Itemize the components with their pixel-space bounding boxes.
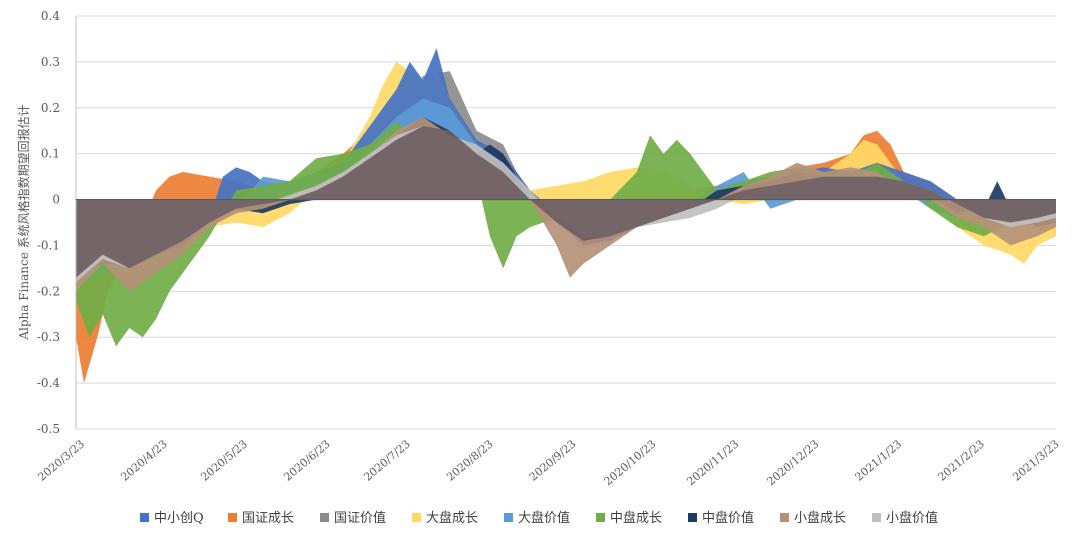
legend: 中小创Q 国证成长 国证价值 大盘成长 大盘价值 中盘成长 中盘价值 小盘成长 小盘价值 <box>140 510 938 526</box>
axes <box>75 16 1056 429</box>
legend-label-6: 中盘价值 <box>702 510 754 526</box>
legend-label-3: 大盘成长 <box>426 510 478 526</box>
legend-swatch-8 <box>872 513 881 522</box>
x-tick-label-1: 2020/4/23 <box>118 437 170 483</box>
y-tick-label-3: 0.1 <box>41 147 60 161</box>
x-tick-label-12: 2021/3/23 <box>1010 437 1062 483</box>
area-series-9 <box>76 126 1056 278</box>
legend-label-0: 中小创Q <box>154 511 204 526</box>
y-tick-label-0: 0.4 <box>41 9 60 23</box>
y-tick-label-6: -0.2 <box>37 284 60 298</box>
series-areas <box>76 48 1056 384</box>
legend-label-2: 国证价值 <box>334 510 386 526</box>
legend-swatch-0 <box>140 513 149 522</box>
y-tick-label-1: 0.3 <box>41 55 60 69</box>
y-tick-labels: 0.4 0.3 0.2 0.1 0 -0.1 -0.2 -0.3 -0.4 -0.5 <box>37 9 61 436</box>
y-axis-label: Alpha Finance 系统风格指数期望回报估计 <box>16 104 31 340</box>
x-tick-label-5: 2020/8/23 <box>444 437 496 483</box>
x-tick-label-4: 2020/7/23 <box>361 437 413 483</box>
x-tick-label-8: 2020/11/23 <box>684 437 741 488</box>
y-tick-label-2: 0.2 <box>41 101 60 115</box>
y-tick-label-5: -0.1 <box>37 238 60 252</box>
x-tick-label-10: 2021/1/23 <box>853 437 905 483</box>
x-tick-label-3: 2020/6/23 <box>281 437 333 483</box>
legend-swatch-4 <box>504 513 513 522</box>
legend-swatch-3 <box>412 513 421 522</box>
x-tick-label-6: 2020/9/23 <box>527 437 579 483</box>
legend-swatch-6 <box>688 513 697 522</box>
x-tick-label-9: 2020/12/23 <box>764 437 821 488</box>
x-tick-label-11: 2021/2/23 <box>935 437 987 483</box>
legend-label-5: 中盘成长 <box>610 510 662 526</box>
legend-label-4: 大盘价值 <box>518 510 570 526</box>
legend-swatch-7 <box>780 513 789 522</box>
y-tick-label-9: -0.5 <box>37 422 60 436</box>
legend-label-8: 小盘价值 <box>886 510 938 526</box>
x-tick-labels: 2020/3/23 2020/4/23 2020/5/23 2020/6/23 2020… <box>36 437 1062 488</box>
legend-label-7: 小盘成长 <box>794 510 846 526</box>
x-tick-label-2: 2020/5/23 <box>198 437 250 483</box>
x-tick-label-0: 2020/3/23 <box>36 437 88 483</box>
y-tick-label-7: -0.3 <box>37 330 60 344</box>
legend-swatch-1 <box>228 513 237 522</box>
legend-swatch-2 <box>320 513 329 522</box>
legend-label-1: 国证成长 <box>242 511 294 526</box>
x-tick-label-7: 2020/10/23 <box>602 437 659 488</box>
y-tick-label-4: 0 <box>52 193 60 207</box>
legend-swatch-5 <box>596 513 605 522</box>
y-tick-label-8: -0.4 <box>37 376 61 390</box>
